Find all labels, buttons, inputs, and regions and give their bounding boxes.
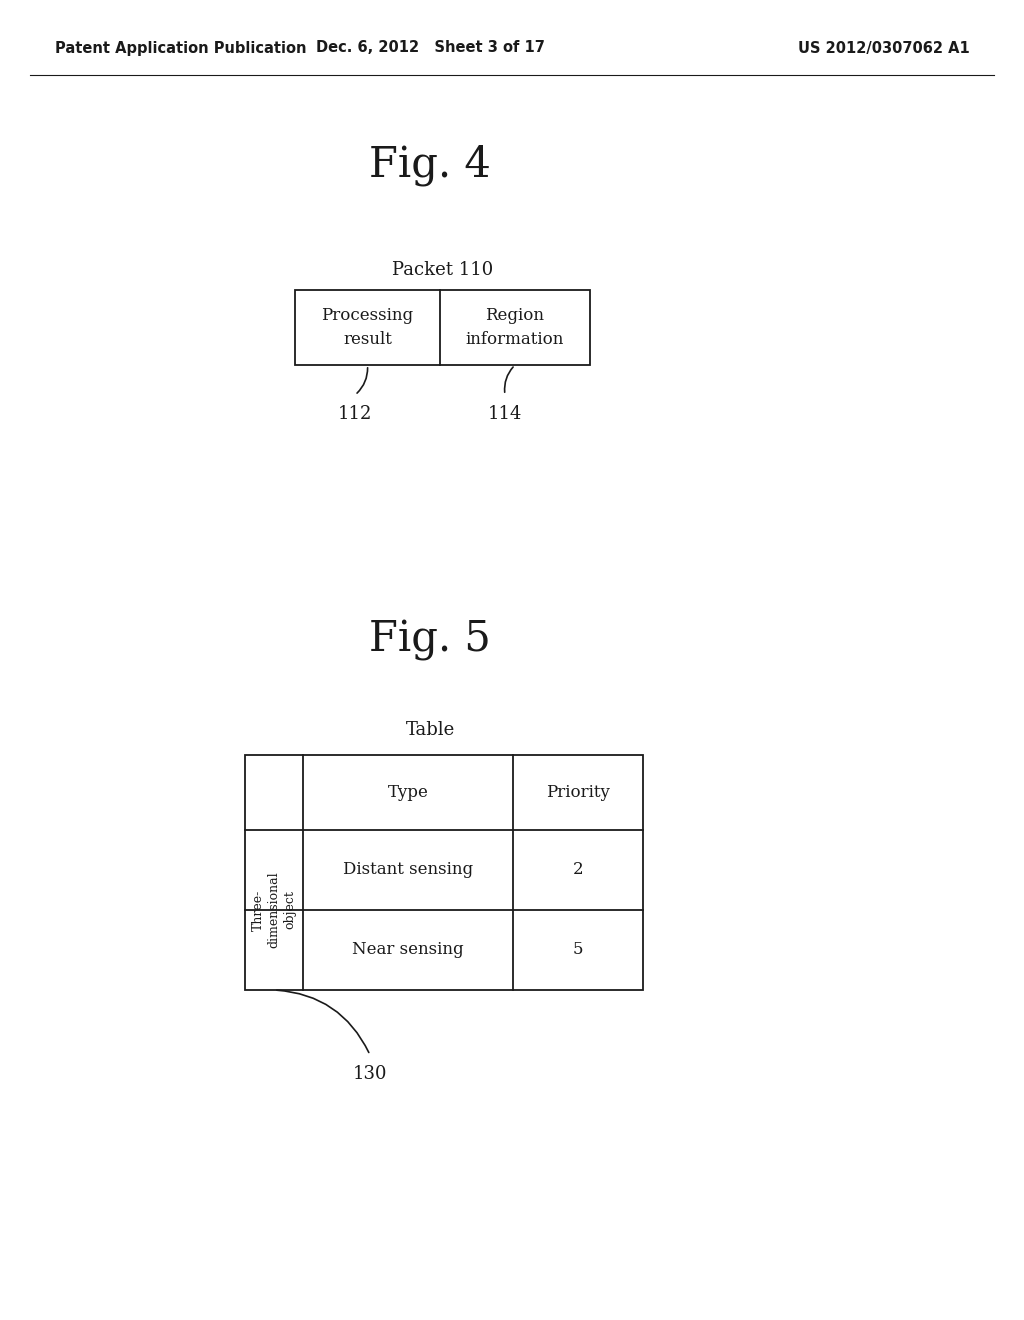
Text: 5: 5 bbox=[572, 941, 584, 958]
Text: Region
information: Region information bbox=[466, 308, 564, 347]
Text: Processing
result: Processing result bbox=[322, 308, 414, 347]
Text: Fig. 5: Fig. 5 bbox=[369, 619, 490, 661]
Text: US 2012/0307062 A1: US 2012/0307062 A1 bbox=[799, 41, 970, 55]
Text: 130: 130 bbox=[352, 1065, 387, 1082]
Bar bbox=[295, 290, 590, 366]
Text: Fig. 4: Fig. 4 bbox=[369, 144, 490, 186]
Text: Distant sensing: Distant sensing bbox=[343, 862, 473, 879]
Text: Near sensing: Near sensing bbox=[352, 941, 464, 958]
Text: Three-
dimensional
object: Three- dimensional object bbox=[252, 871, 297, 948]
Text: Table: Table bbox=[406, 721, 455, 739]
Text: Priority: Priority bbox=[546, 784, 610, 801]
Bar bbox=[245, 755, 643, 990]
Text: 112: 112 bbox=[338, 405, 372, 422]
Text: Packet 110: Packet 110 bbox=[392, 261, 494, 279]
Text: Type: Type bbox=[387, 784, 428, 801]
Text: 114: 114 bbox=[487, 405, 522, 422]
Text: Dec. 6, 2012   Sheet 3 of 17: Dec. 6, 2012 Sheet 3 of 17 bbox=[315, 41, 545, 55]
Text: Patent Application Publication: Patent Application Publication bbox=[55, 41, 306, 55]
Text: 2: 2 bbox=[572, 862, 584, 879]
